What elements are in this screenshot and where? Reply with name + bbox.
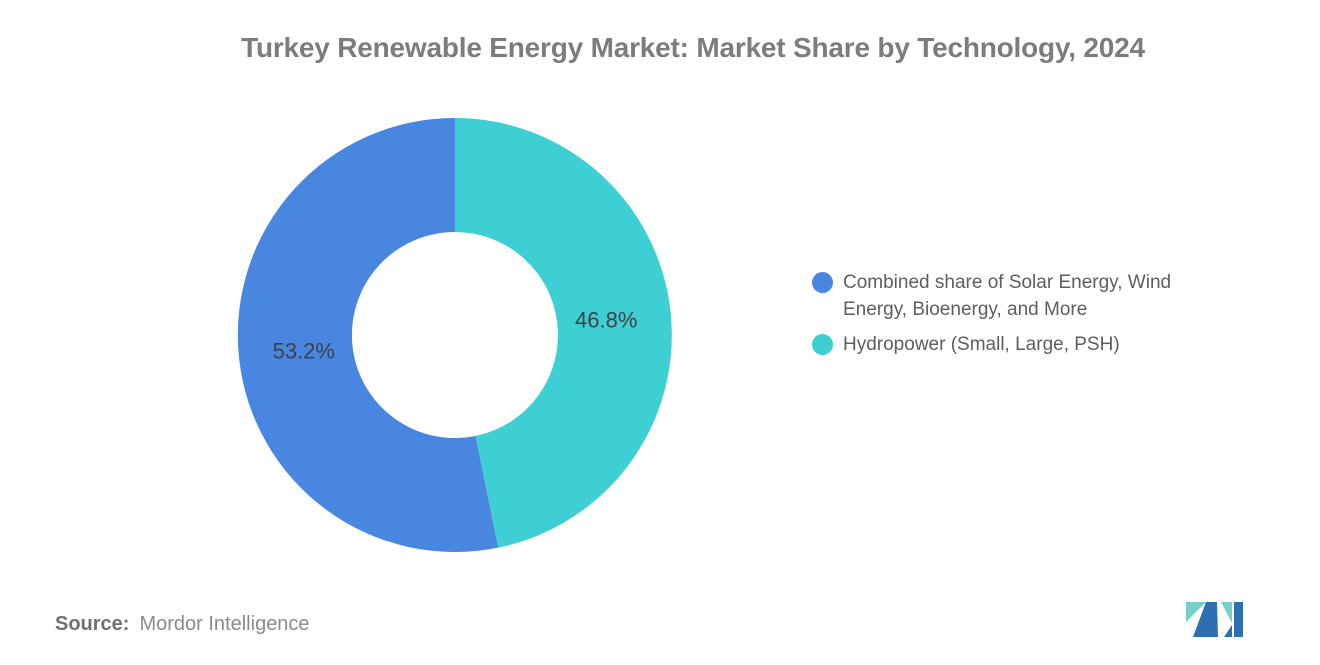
chart-title: Turkey Renewable Energy Market: Market S… bbox=[241, 32, 1145, 63]
donut-slice[interactable] bbox=[237, 117, 499, 552]
legend-swatch-icon bbox=[812, 334, 833, 355]
mordor-intelligence-logo-icon bbox=[1186, 602, 1243, 637]
legend-label: Hydropower (Small, Large, PSH) bbox=[843, 334, 1120, 355]
legend: Combined share of Solar Energy, Wind Ene… bbox=[812, 269, 1252, 366]
slice-percentage-label: 53.2% bbox=[273, 338, 335, 363]
legend-swatch-icon bbox=[812, 272, 833, 293]
legend-item-solar-wind-bio[interactable]: Combined share of Solar Energy, Wind Ene… bbox=[812, 269, 1252, 323]
source-name: Mordor Intelligence bbox=[139, 613, 310, 635]
slice-percentage-label: 46.8% bbox=[575, 308, 637, 333]
donut-slice[interactable] bbox=[455, 118, 672, 548]
legend-label: Combined share of Solar Energy, Wind Ene… bbox=[843, 272, 1172, 320]
source-label: Source: bbox=[55, 613, 130, 635]
source-row: Source: Mordor Intelligence bbox=[55, 613, 310, 636]
legend-item-hydropower[interactable]: Hydropower (Small, Large, PSH) bbox=[812, 331, 1252, 358]
